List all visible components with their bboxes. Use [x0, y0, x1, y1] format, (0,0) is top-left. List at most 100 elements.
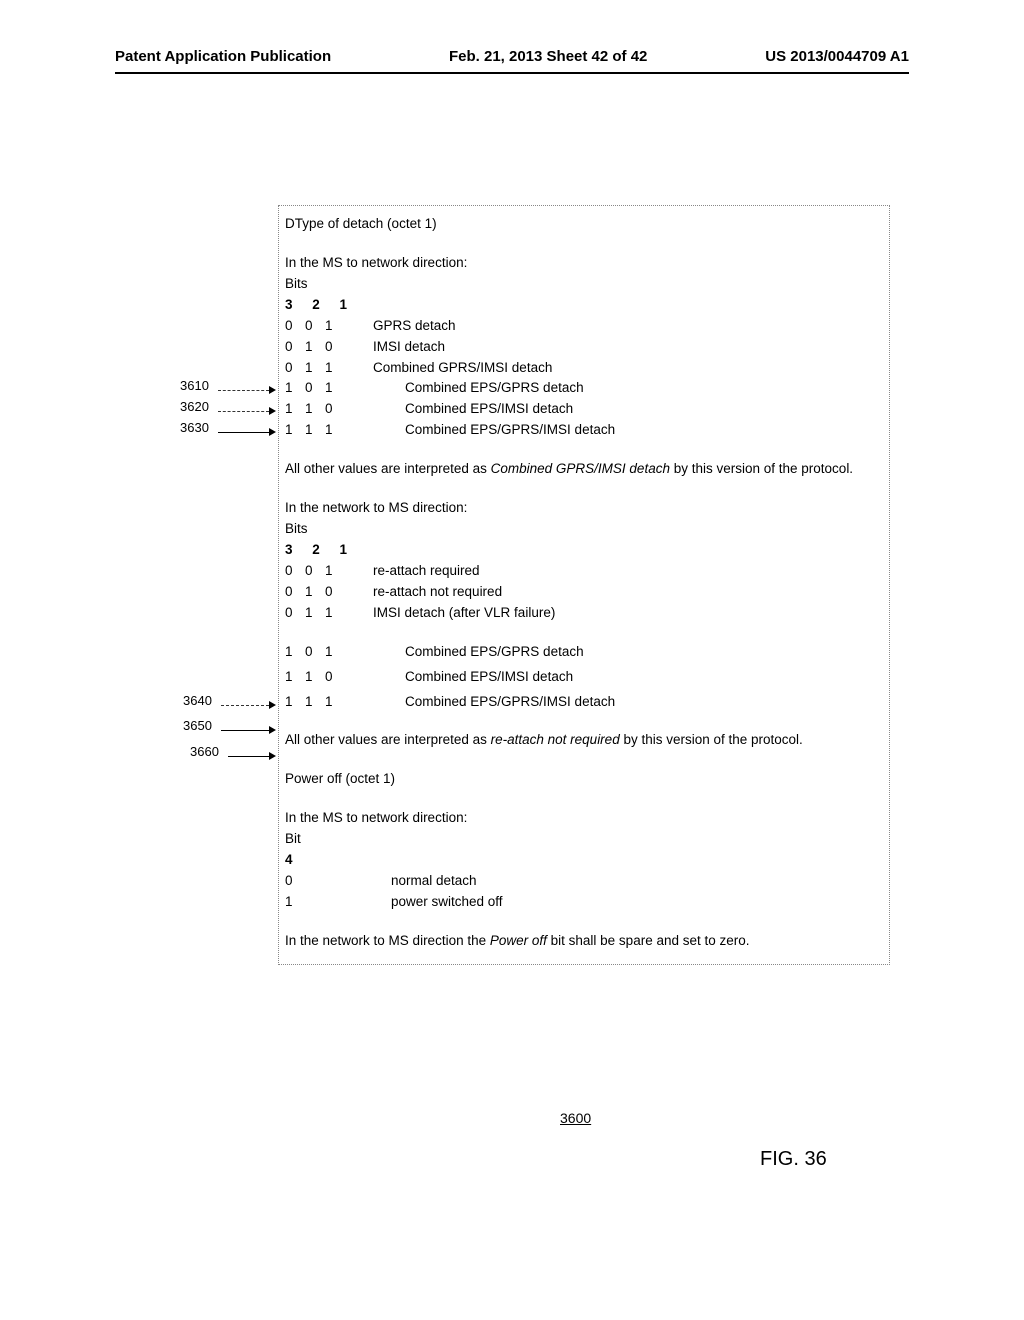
bit: 0 [305, 561, 321, 582]
bit: 0 [325, 667, 341, 688]
header-center: Feb. 21, 2013 Sheet 42 of 42 [449, 48, 647, 65]
bit: 0 [325, 399, 341, 420]
section2-bits-header: 3 2 1 [285, 540, 883, 561]
bit: 1 [305, 337, 321, 358]
note-post: by this version of the protocol. [670, 461, 853, 476]
ref-3640: 3640 [183, 693, 212, 708]
bit: 1 [305, 399, 321, 420]
section3-title: Power off (octet 1) [285, 769, 883, 790]
bit: 0 [285, 603, 301, 624]
s2b-row-1: 1 1 0 Combined EPS/IMSI detach [285, 667, 883, 688]
box-title: DType of detach (octet 1) [285, 214, 883, 235]
bit: 1 [325, 692, 341, 713]
s3-row-0: 0 normal detach [285, 871, 883, 892]
figure-label: FIG. 36 [760, 1148, 827, 1171]
bit: 1 [285, 420, 301, 441]
bit: 1 [325, 561, 341, 582]
section3-note: In the network to MS direction the Power… [285, 931, 883, 952]
s2b-row-2: 1 1 1 Combined EPS/GPRS/IMSI detach [285, 692, 883, 713]
section2-note: All other values are interpreted as re-a… [285, 730, 883, 751]
bit-desc: power switched off [391, 892, 503, 913]
bit: 1 [325, 642, 341, 663]
arrow-3610 [218, 386, 276, 394]
note-pre: In the network to MS direction the [285, 933, 490, 948]
section3-bit-label: Bit [285, 829, 883, 850]
bit-desc: Combined EPS/GPRS/IMSI detach [405, 420, 615, 441]
gap [285, 790, 883, 808]
note-italic: Combined GPRS/IMSI detach [491, 461, 670, 476]
section1-bits-label: Bits [285, 274, 883, 295]
section1-bits-header: 3 2 1 [285, 295, 883, 316]
bit: 0 [285, 358, 301, 379]
bit-desc: re-attach not required [373, 582, 502, 603]
figure-number: 3600 [560, 1110, 591, 1126]
bit: 0 [305, 316, 321, 337]
s1-row-0: 0 0 1 GPRS detach [285, 316, 883, 337]
page-header: Patent Application Publication Feb. 21, … [0, 48, 1024, 65]
bit-desc: Combined GPRS/IMSI detach [373, 358, 552, 379]
bit-desc: Combined EPS/GPRS detach [405, 378, 584, 399]
note-italic: re-attach not required [491, 732, 620, 747]
bit: 1 [285, 667, 301, 688]
note-post: by this version of the protocol. [620, 732, 803, 747]
bit: 1 [285, 892, 301, 913]
s1-row-3: 1 0 1 Combined EPS/GPRS detach [285, 378, 883, 399]
s2a-row-2: 0 1 1 IMSI detach (after VLR failure) [285, 603, 883, 624]
bit: 0 [285, 561, 301, 582]
bit: 0 [325, 582, 341, 603]
s3-row-1: 1 power switched off [285, 892, 883, 913]
bit: 1 [305, 582, 321, 603]
bit-desc: Combined EPS/IMSI detach [405, 399, 573, 420]
s1-row-2: 0 1 1 Combined GPRS/IMSI detach [285, 358, 883, 379]
bit: 0 [305, 378, 321, 399]
s2a-row-1: 0 1 0 re-attach not required [285, 582, 883, 603]
section2-direction: In the network to MS direction: [285, 498, 883, 519]
bit: 1 [305, 692, 321, 713]
bit-desc: Combined EPS/GPRS detach [405, 642, 584, 663]
note-post: bit shall be spare and set to zero. [547, 933, 750, 948]
bit-desc: Combined EPS/GPRS/IMSI detach [405, 692, 615, 713]
gap [285, 624, 883, 642]
arrow-3640 [221, 701, 276, 709]
bit: 1 [305, 667, 321, 688]
s2b-row-0: 1 0 1 Combined EPS/GPRS detach [285, 642, 883, 663]
section1-direction: In the MS to network direction: [285, 253, 883, 274]
s2a-row-0: 0 0 1 re-attach required [285, 561, 883, 582]
bit-desc: IMSI detach (after VLR failure) [373, 603, 555, 624]
bit-desc: normal detach [391, 871, 477, 892]
bit: 1 [305, 358, 321, 379]
arrow-3660 [228, 752, 276, 760]
header-divider [115, 72, 909, 74]
bit: 1 [305, 420, 321, 441]
bit-desc: Combined EPS/IMSI detach [405, 667, 573, 688]
ref-3630: 3630 [180, 420, 209, 435]
bit: 0 [305, 642, 321, 663]
section1-note: All other values are interpreted as Comb… [285, 459, 883, 480]
s1-row-4: 1 1 0 Combined EPS/IMSI detach [285, 399, 883, 420]
ref-3620: 3620 [180, 399, 209, 414]
bit-desc: IMSI detach [373, 337, 445, 358]
bit-desc: re-attach required [373, 561, 480, 582]
ref-3660: 3660 [190, 744, 219, 759]
bit: 1 [285, 399, 301, 420]
bit: 1 [325, 420, 341, 441]
section2-bits-label: Bits [285, 519, 883, 540]
bit: 1 [285, 378, 301, 399]
arrow-3650 [221, 726, 276, 734]
bit: 0 [285, 337, 301, 358]
ref-3650: 3650 [183, 718, 212, 733]
bit: 0 [325, 337, 341, 358]
content-box: DType of detach (octet 1) In the MS to n… [278, 205, 890, 965]
bit: 1 [305, 603, 321, 624]
arrow-3630 [218, 428, 276, 436]
bit: 1 [285, 642, 301, 663]
section3-direction: In the MS to network direction: [285, 808, 883, 829]
header-left: Patent Application Publication [115, 48, 331, 65]
note-pre: All other values are interpreted as [285, 732, 491, 747]
ref-3610: 3610 [180, 378, 209, 393]
bit: 1 [325, 603, 341, 624]
bit: 0 [285, 316, 301, 337]
bit: 1 [325, 378, 341, 399]
bit: 1 [325, 358, 341, 379]
section3-bit-header: 4 [285, 850, 883, 871]
